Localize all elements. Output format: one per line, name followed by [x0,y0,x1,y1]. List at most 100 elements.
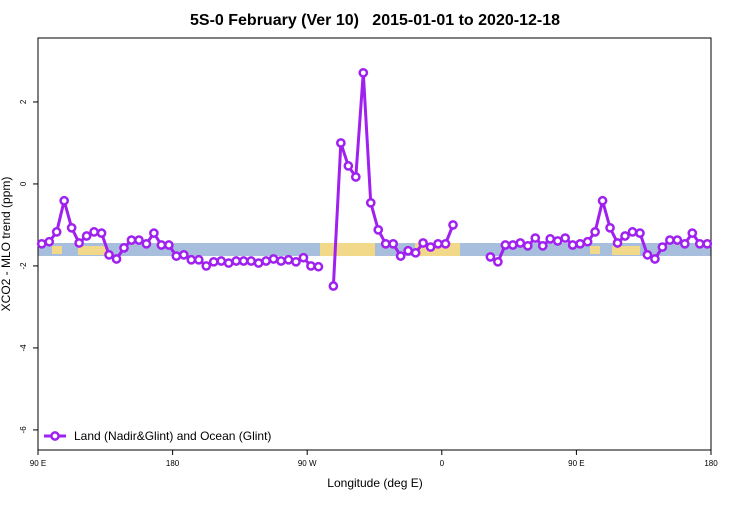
legend-label: Land (Nadir&Glint) and Ocean (Glint) [74,429,271,443]
chart-title: 5S-0 February (Ver 10) 2015-01-01 to 202… [190,12,560,29]
data-point [575,238,585,249]
data-point [238,256,249,266]
data-point [665,235,675,245]
data-point [507,240,518,250]
data-point [545,234,556,244]
x-tick-label: 180 [704,459,718,468]
data-point [582,236,593,247]
data-point [418,238,428,248]
data-point [694,238,705,249]
data-point [672,235,683,245]
y-tick-label: -4 [19,344,28,352]
data-point [74,238,84,248]
y-tick-label: -2 [19,262,28,270]
data-point [590,227,600,237]
data-point [425,242,436,252]
data-point [635,228,645,238]
data-point [515,238,526,248]
data-point [687,228,698,238]
data-point [44,236,55,247]
data-point [216,256,227,266]
data-point [171,251,182,261]
data-point [66,222,77,233]
data-point [201,261,212,271]
data-point [104,250,114,260]
data-point [253,258,264,268]
y-tick-label: 2 [19,99,28,104]
data-point [291,256,301,267]
data-point [283,254,294,265]
data-point [650,254,660,264]
data-point [276,256,286,266]
data-point [149,228,159,238]
data-point [373,225,384,235]
data-point [313,261,324,272]
data-point [560,233,571,243]
data-point [193,254,204,265]
data-point [126,235,137,245]
data-point [336,138,346,148]
data-point [365,197,376,208]
data-point [328,281,339,291]
data-point [186,254,197,265]
data-point [530,233,541,243]
data-point [208,256,219,267]
data-point [448,220,458,230]
data-point [679,238,690,249]
data-point [627,227,638,237]
data-point [51,227,62,237]
data-point [500,240,511,250]
data-point [702,238,713,249]
data-point [141,238,152,249]
x-axis-label: Longitude (deg E) [327,476,422,490]
data-point [36,238,47,249]
y-tick-label: -6 [19,426,28,434]
data-point [485,252,496,262]
data-point [261,256,271,266]
data-point [89,227,99,237]
data-point [493,256,503,267]
data-point [537,240,548,251]
data-point [380,238,391,249]
data-point [223,258,234,268]
data-point [111,254,122,264]
data-point [388,238,399,249]
data-point [156,240,167,250]
data-point [395,251,406,261]
x-tick-label: 90 E [568,459,584,468]
data-point [350,172,361,182]
x-tick-label: 90 E [30,459,46,468]
x-tick-label: 0 [440,459,445,468]
data-point [567,240,578,250]
data-point [642,250,653,260]
data-point [268,254,279,264]
x-tick-label: 180 [166,459,180,468]
data-point [164,240,174,250]
data-point [59,195,70,206]
y-axis-label: XCO2 - MLO trend (ppm) [0,177,13,312]
data-point [612,238,623,248]
x-tick-label: 90 W [298,459,317,468]
data-point [620,231,630,241]
data-point [522,240,533,251]
y-tick-label: 0 [19,181,28,186]
data-point [343,161,354,171]
data-point [81,231,92,241]
data-point [597,195,608,206]
data-point [231,256,242,266]
data-point [306,261,316,271]
data-point [96,228,107,238]
data-point [440,238,451,249]
data-point [178,250,189,260]
data-point [552,236,563,246]
data-point [134,235,144,245]
data-point [410,247,421,258]
data-point [358,67,369,78]
legend-marker [50,431,60,441]
data-point [605,222,615,233]
data-point [403,245,413,256]
data-point [246,256,256,266]
data-point [433,238,443,249]
data-point [119,243,129,253]
